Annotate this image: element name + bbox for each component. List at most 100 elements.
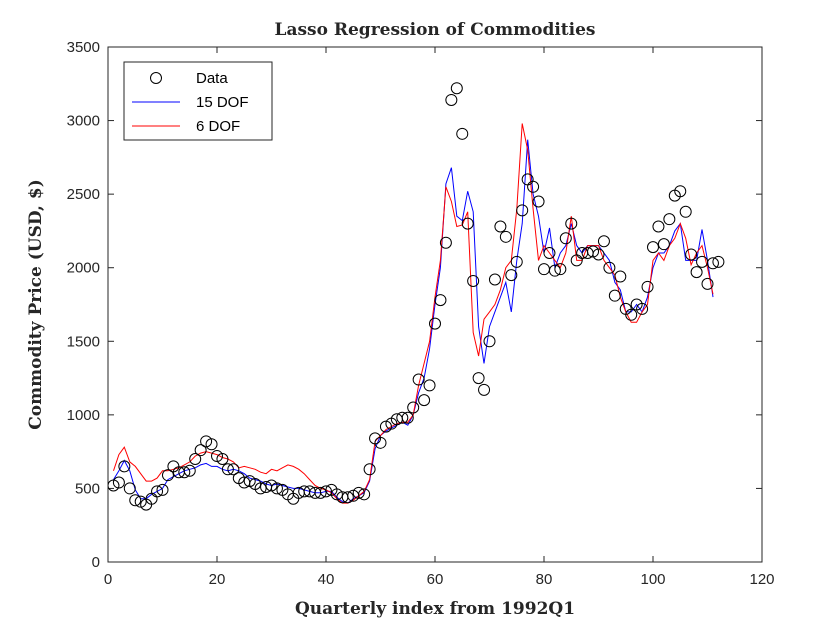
y-tick-label: 3500 [67, 39, 100, 56]
series-line [113, 123, 714, 504]
data-point [320, 485, 332, 498]
data-point [396, 411, 409, 424]
data-point [461, 217, 474, 230]
legend-label: Data [196, 70, 228, 87]
data-point [227, 463, 240, 476]
chart-title: Lasso Regression of Commodities [275, 20, 596, 40]
data-point [374, 436, 387, 449]
data-point [712, 255, 725, 268]
data-point [548, 264, 561, 277]
legend-label: 15 DOF [196, 94, 249, 111]
legend-item: 15 DOF [132, 94, 249, 111]
data-point [216, 453, 229, 465]
data-point [505, 269, 518, 282]
x-tick-label: 80 [536, 571, 553, 588]
y-tick-label: 1500 [67, 333, 100, 350]
y-axis: 0 500 1000 1500 2000 2500 3000 3500 [67, 39, 762, 571]
data-point [494, 220, 507, 233]
data-point [189, 453, 202, 465]
data-point [123, 482, 136, 495]
data-point [221, 463, 234, 476]
x-tick-label: 20 [209, 571, 226, 588]
data-point [510, 255, 523, 268]
y-tick-label: 500 [75, 480, 100, 497]
data-point [608, 289, 621, 302]
data-point [363, 463, 376, 476]
data-point [614, 270, 627, 283]
data-point [112, 476, 125, 489]
data-point [701, 277, 714, 290]
data-point [352, 486, 365, 499]
y-tick-label: 0 [92, 554, 100, 571]
data-point [205, 438, 218, 451]
data-point [706, 257, 719, 270]
data-point [341, 491, 354, 504]
data-point [587, 245, 600, 258]
data-point [499, 230, 512, 243]
data-point [194, 444, 207, 457]
data-point [270, 482, 283, 495]
data-point [200, 435, 213, 448]
data-point [597, 235, 610, 248]
data-point [412, 373, 425, 386]
x-tick-label: 0 [104, 571, 112, 588]
legend-item: 6 DOF [132, 118, 240, 135]
data-point [516, 204, 529, 217]
series-data [108, 82, 725, 511]
data-point [434, 294, 447, 307]
data-point [265, 479, 278, 492]
data-point [565, 217, 578, 230]
data-point [663, 213, 676, 226]
data-point [450, 82, 463, 95]
data-point [156, 483, 169, 496]
x-tick-label: 100 [640, 571, 665, 588]
data-point [532, 195, 545, 208]
legend-item: Data [150, 70, 228, 87]
data-point [423, 379, 436, 392]
legend-box [123, 61, 273, 141]
data-point [488, 273, 501, 286]
x-tick-label: 40 [318, 571, 335, 588]
data-point [178, 466, 191, 479]
legend-label: 6 DOF [196, 118, 240, 135]
data-point [554, 263, 567, 276]
data-point [478, 383, 491, 396]
data-point [401, 411, 414, 424]
data-point [636, 302, 649, 315]
data-point [592, 248, 605, 261]
data-point [379, 420, 392, 433]
data-point [358, 488, 371, 501]
legend-swatch [150, 72, 162, 84]
data-point [674, 185, 687, 198]
data-point [129, 494, 142, 507]
y-tick-label: 3000 [67, 113, 100, 130]
data-point [134, 495, 147, 508]
data-point [439, 236, 452, 249]
data-point [641, 280, 654, 293]
data-point [151, 485, 164, 498]
y-tick-label: 1000 [67, 407, 100, 424]
y-axis-label: Commodity Price (USD, $) [26, 179, 46, 429]
data-point [679, 205, 692, 218]
data-point [527, 180, 540, 193]
series-6-dof [113, 123, 714, 504]
data-point [108, 479, 120, 492]
data-point [211, 450, 223, 463]
data-point [467, 274, 480, 287]
data-point [418, 394, 431, 407]
x-tick-label: 60 [427, 571, 444, 588]
series-layer [108, 82, 725, 511]
data-point [161, 469, 174, 482]
data-point [603, 261, 616, 274]
y-tick-label: 2000 [67, 260, 100, 277]
data-point [445, 93, 458, 106]
x-axis: 0 20 40 60 80 100 120 [104, 47, 775, 588]
data-point [330, 488, 343, 501]
data-point [690, 266, 703, 279]
data-point [647, 241, 659, 254]
data-point [314, 486, 327, 499]
data-point [483, 335, 496, 348]
data-point [429, 317, 441, 330]
data-point [625, 308, 638, 321]
